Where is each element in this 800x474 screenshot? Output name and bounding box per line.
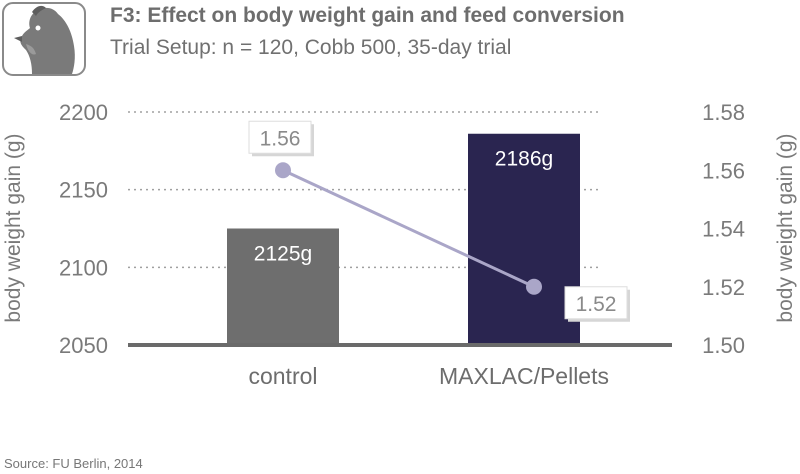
right-axis-ticks: 1.50 1.52 1.54 1.56 1.58 — [702, 100, 745, 358]
bar — [227, 228, 339, 345]
category-labels: control MAXLAC/Pellets — [248, 363, 609, 389]
y-tick-label-right: 1.58 — [702, 100, 745, 125]
y-tick-label-left: 2100 — [59, 255, 108, 280]
y-tick-label-right: 1.56 — [702, 158, 745, 183]
bar — [468, 133, 580, 345]
y-tick-label-right: 1.52 — [702, 275, 745, 300]
category-label: MAXLAC/Pellets — [439, 363, 609, 389]
chart-title: F3: Effect on body weight gain and feed … — [110, 4, 625, 27]
bar-data-label: 2186g — [495, 148, 553, 171]
y-tick-label-right: 1.54 — [702, 217, 745, 242]
y-tick-label-left: 2050 — [59, 333, 108, 358]
bars: 2125g 2186g — [227, 133, 580, 345]
grid-lines — [128, 111, 600, 269]
line-point — [275, 162, 291, 179]
line-point — [526, 278, 542, 295]
y-tick-label-right: 1.50 — [702, 333, 745, 358]
y-tick-label-left: 2150 — [59, 178, 108, 203]
y-axis-label-left: body weight gain (g) — [2, 133, 25, 322]
bar-data-label: 2125g — [254, 243, 312, 266]
point-data-label: 1.52 — [576, 293, 617, 316]
series-line — [282, 168, 535, 289]
category-label: control — [248, 363, 317, 389]
point-label-box — [564, 286, 628, 320]
chart-subtitle: Trial Setup: n = 120, Cobb 500, 35-day t… — [110, 36, 512, 59]
left-axis-ticks: 2050 2100 2150 2200 — [59, 100, 108, 358]
y-tick-label-left: 2200 — [59, 100, 108, 125]
point-data-label: 1.56 — [260, 127, 301, 150]
source-note: Source: FU Berlin, 2014 — [4, 456, 143, 471]
chart: 2125g 2186g 2050 2100 2150 2200 1.50 1.52 1.54… — [2, 100, 797, 389]
y-axis-label-right: body weight gain (g) — [774, 133, 797, 322]
line-series: 1.56 1.52 — [248, 120, 630, 322]
chicken-head-icon — [2, 2, 86, 76]
point-label-box — [248, 120, 312, 154]
